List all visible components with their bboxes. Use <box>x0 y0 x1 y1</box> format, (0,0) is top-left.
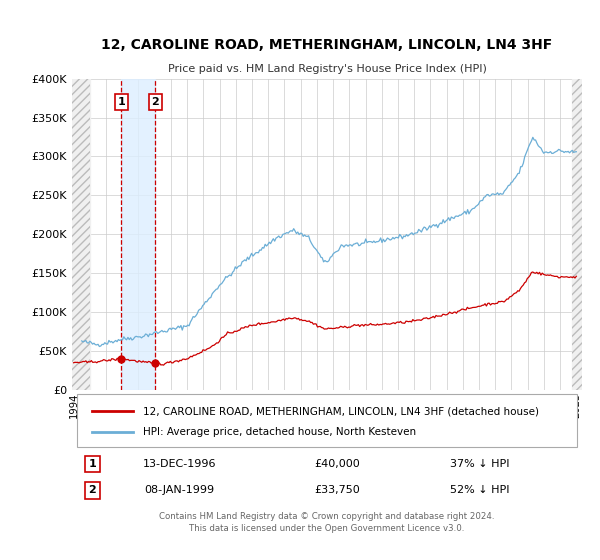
Text: 37% ↓ HPI: 37% ↓ HPI <box>450 459 510 469</box>
Bar <box>121 78 155 390</box>
Text: 2: 2 <box>89 485 96 495</box>
Text: 08-JAN-1999: 08-JAN-1999 <box>144 485 214 495</box>
Text: 12, CAROLINE ROAD, METHERINGHAM, LINCOLN, LN4 3HF (detached house): 12, CAROLINE ROAD, METHERINGHAM, LINCOLN… <box>143 406 539 416</box>
Text: HPI: Average price, detached house, North Kesteven: HPI: Average price, detached house, Nort… <box>143 427 416 437</box>
Text: 1: 1 <box>118 97 125 107</box>
Text: Price paid vs. HM Land Registry's House Price Index (HPI): Price paid vs. HM Land Registry's House … <box>167 64 487 74</box>
Text: 52% ↓ HPI: 52% ↓ HPI <box>450 485 510 495</box>
Text: 13-DEC-1996: 13-DEC-1996 <box>142 459 216 469</box>
Bar <box>72 78 90 390</box>
Text: 12, CAROLINE ROAD, METHERINGHAM, LINCOLN, LN4 3HF: 12, CAROLINE ROAD, METHERINGHAM, LINCOLN… <box>101 38 553 52</box>
Bar <box>572 78 582 390</box>
Text: Contains HM Land Registry data © Crown copyright and database right 2024.
This d: Contains HM Land Registry data © Crown c… <box>159 512 495 533</box>
Text: 2: 2 <box>151 97 159 107</box>
Text: £33,750: £33,750 <box>314 485 360 495</box>
Text: £40,000: £40,000 <box>314 459 360 469</box>
Bar <box>72 78 90 390</box>
FancyBboxPatch shape <box>77 394 577 447</box>
Text: 1: 1 <box>89 459 96 469</box>
Bar <box>572 78 582 390</box>
